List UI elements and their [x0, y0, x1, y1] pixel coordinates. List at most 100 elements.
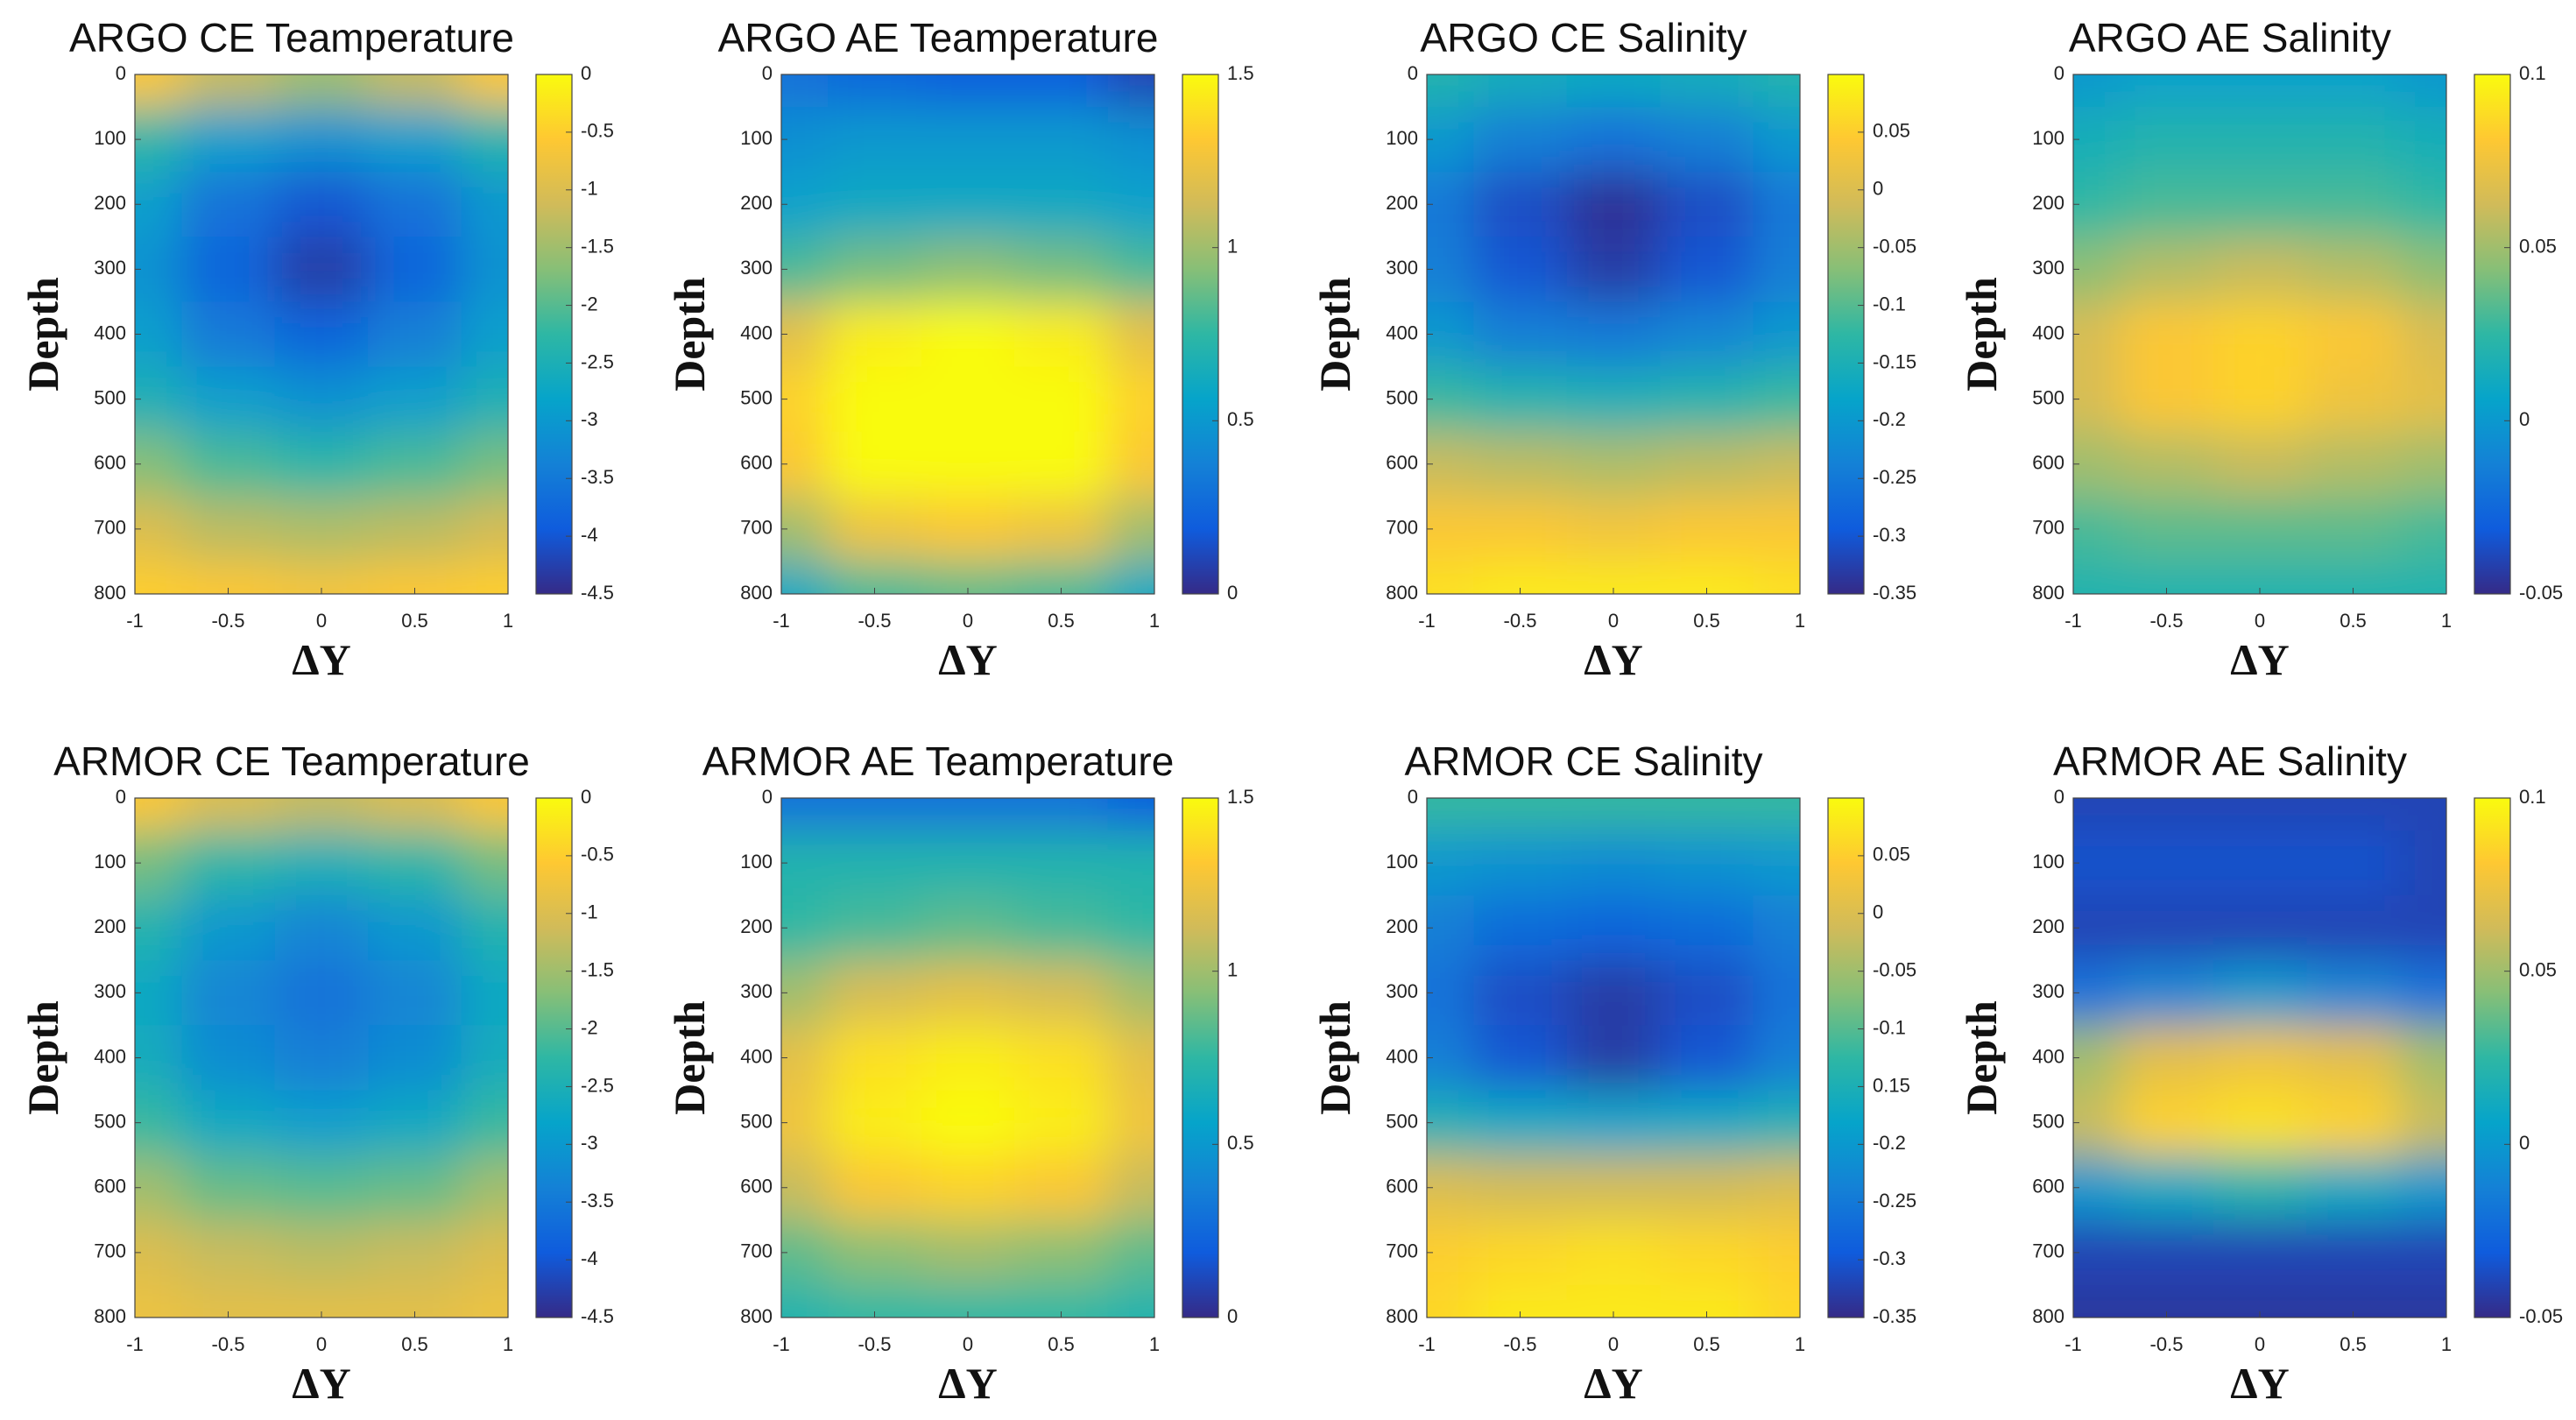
y-tick-label: 700 — [94, 1240, 126, 1262]
heatmap-cell — [1473, 960, 1568, 1026]
y-tick-label: 0 — [116, 62, 126, 84]
heatmap-cell — [2213, 366, 2307, 433]
x-tick-label: -0.5 — [212, 1333, 245, 1355]
heatmap-cell — [921, 1155, 1015, 1221]
heatmap-cell — [181, 830, 276, 896]
heatmap-cell — [1566, 431, 1661, 498]
y-tick-label: 400 — [94, 1045, 126, 1067]
heatmap-cell — [181, 1090, 276, 1156]
heatmap-cell — [274, 830, 369, 896]
x-tick-label: 0.5 — [2340, 610, 2367, 632]
y-tick-label: 800 — [2032, 1305, 2064, 1327]
heatmap-cell — [461, 1025, 508, 1091]
heatmap-cell — [1107, 496, 1154, 562]
heatmap-cell — [781, 496, 829, 562]
heatmap-cell — [1427, 960, 1474, 1026]
heatmap-cell — [781, 74, 829, 108]
heatmap-cell — [274, 366, 369, 433]
heatmap-cell — [1014, 1090, 1109, 1156]
heatmap-cell — [1473, 895, 1568, 961]
heatmap-cell — [1660, 960, 1754, 1026]
heatmap-cell — [181, 798, 276, 831]
heatmap-cell — [921, 830, 1015, 896]
heatmap-cell — [781, 172, 829, 237]
heatmap-cell — [781, 1155, 829, 1221]
y-tick-label: 700 — [740, 517, 773, 539]
x-tick-label: 0 — [963, 610, 973, 632]
heatmap — [1427, 798, 1800, 1318]
heatmap-cell — [1427, 798, 1474, 831]
heatmap-cell — [2399, 830, 2446, 896]
heatmap-cell — [828, 237, 922, 302]
heatmap-cell — [921, 496, 1015, 562]
heatmap-cell — [1473, 1090, 1568, 1156]
heatmap-cell — [1427, 366, 1474, 433]
heatmap-cell — [135, 1090, 182, 1156]
y-tick-label: 0 — [2054, 62, 2064, 84]
y-tick-label: 400 — [2032, 1045, 2064, 1067]
y-tick-label: 700 — [2032, 517, 2064, 539]
heatmap-cell — [921, 431, 1015, 498]
heatmap-cell — [2073, 366, 2121, 433]
colorbar — [2474, 797, 2511, 1318]
y-tick-label: 400 — [2032, 321, 2064, 343]
heatmap-cell — [1753, 301, 1800, 368]
colorbar — [2474, 74, 2511, 595]
y-tick-label: 100 — [1386, 851, 1418, 872]
heatmap-cell — [1427, 107, 1474, 173]
heatmap-cell — [921, 366, 1015, 433]
heatmap-cell — [1566, 798, 1661, 831]
y-tick-label: 600 — [740, 1176, 773, 1197]
heatmap-cell — [2073, 1090, 2121, 1156]
colorbar — [1182, 797, 1219, 1318]
heatmap-cell — [2120, 1219, 2214, 1286]
y-axis-label: Depth — [1957, 1000, 2006, 1115]
chart-title: ARMOR CE Teamperature — [53, 738, 530, 784]
heatmap-cell — [181, 496, 276, 562]
heatmap-cell — [781, 1219, 829, 1286]
heatmap-cell — [135, 74, 182, 108]
heatmap-cell — [2120, 496, 2214, 562]
heatmap-cell — [781, 561, 829, 594]
heatmap-cell — [2120, 74, 2214, 108]
heatmap-cell — [274, 1219, 369, 1286]
heatmap-cell — [2073, 301, 2121, 368]
colorbar-tick-label: 0.05 — [2519, 958, 2557, 980]
heatmap-cell — [1753, 74, 1800, 108]
y-tick-label: 700 — [1386, 517, 1418, 539]
y-tick-label: 0 — [2054, 786, 2064, 808]
x-tick-label: 1 — [503, 610, 513, 632]
heatmap-cell — [368, 895, 462, 961]
heatmap-cell — [1473, 496, 1568, 562]
y-axis-label: Depth — [1310, 1000, 1359, 1115]
heatmap-cell — [1660, 895, 1754, 961]
y-tick-label: 800 — [740, 1305, 773, 1327]
heatmap-cell — [1014, 830, 1109, 896]
heatmap-cell — [1473, 237, 1568, 302]
colorbar-tick-label: 0 — [2519, 408, 2530, 430]
heatmap-cell — [1660, 1155, 1754, 1221]
heatmap-cell — [2073, 107, 2121, 173]
heatmap-cell — [181, 1155, 276, 1221]
colorbar-tick-label: -4.5 — [581, 1305, 614, 1327]
heatmap-cell — [461, 798, 508, 831]
heatmap-cell — [921, 237, 1015, 302]
heatmap — [135, 798, 508, 1318]
x-axis-label: ΔY — [292, 1359, 350, 1408]
heatmap-cell — [2213, 960, 2307, 1026]
heatmap-cell — [2306, 1090, 2401, 1156]
heatmap-cell — [2213, 1025, 2307, 1091]
y-axis-label: Depth — [18, 277, 67, 392]
y-tick-label: 300 — [1386, 980, 1418, 1002]
heatmap-cell — [1014, 798, 1109, 831]
heatmap-cell — [135, 366, 182, 433]
heatmap-cell — [135, 107, 182, 173]
heatmap-cell — [2213, 798, 2307, 831]
x-tick-label: -1 — [2064, 1333, 2082, 1355]
heatmap-cell — [1566, 1025, 1661, 1091]
chart-title: ARGO CE Salinity — [1420, 15, 1747, 60]
